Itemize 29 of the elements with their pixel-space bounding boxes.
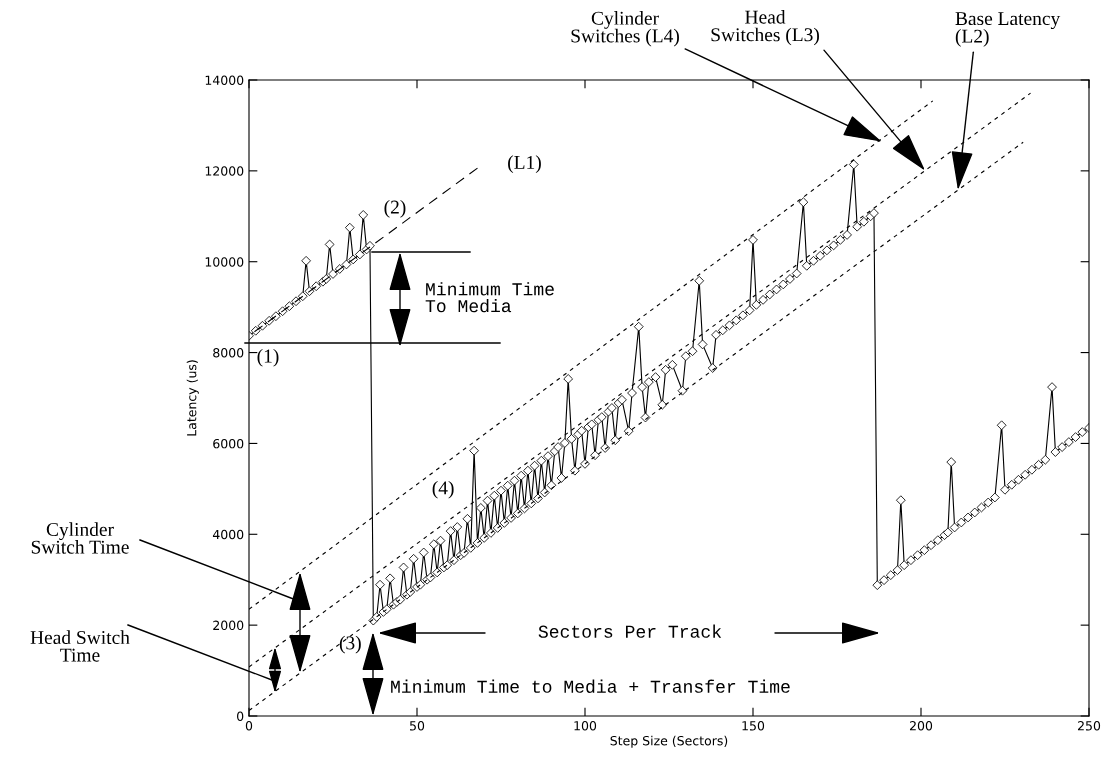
annotation: (L1) bbox=[508, 155, 541, 173]
x-tick-label: 100 bbox=[574, 721, 597, 731]
annotation: (3) bbox=[339, 635, 361, 654]
x-tick-label: 250 bbox=[1077, 721, 1101, 731]
x-tick-label: 150 bbox=[742, 721, 765, 731]
annotation: (1) bbox=[257, 348, 279, 367]
x-tick-label: 200 bbox=[909, 721, 933, 731]
annotation: Minimum Time To Media bbox=[425, 282, 554, 313]
annotation: Head Switches (L3) bbox=[711, 10, 819, 46]
y-tick-label: 6000 bbox=[213, 438, 244, 449]
x-tick-label: 0 bbox=[245, 721, 253, 731]
y-tick-label: 0 bbox=[237, 711, 244, 721]
annotation: (2) bbox=[384, 200, 406, 218]
annotation: Cylinder Switches (L4) bbox=[571, 11, 679, 47]
y-tick-label: 8000 bbox=[213, 348, 244, 358]
annotation: Minimum Time to Media + Transfer Time bbox=[391, 679, 790, 693]
y-tick-label: 12000 bbox=[205, 166, 244, 176]
y-tick-label: 4000 bbox=[212, 529, 244, 540]
y-axis-title: Latency (us) bbox=[186, 360, 199, 436]
annotation: Base Latency (L2) bbox=[955, 12, 1061, 47]
x-tick-label: 50 bbox=[410, 721, 425, 731]
text: Cylinder Switch Time bbox=[31, 522, 129, 554]
text: Head Switch Time bbox=[30, 630, 130, 662]
annotation: (4) bbox=[432, 480, 454, 499]
y-tick-label: 2000 bbox=[213, 620, 244, 631]
annotation: Sectors Per Track bbox=[538, 624, 722, 638]
x-axis-title: Step Size (Sectors) bbox=[610, 735, 728, 748]
y-tick-label: 10000 bbox=[205, 257, 244, 267]
y-tick-label: 14000 bbox=[205, 75, 244, 85]
